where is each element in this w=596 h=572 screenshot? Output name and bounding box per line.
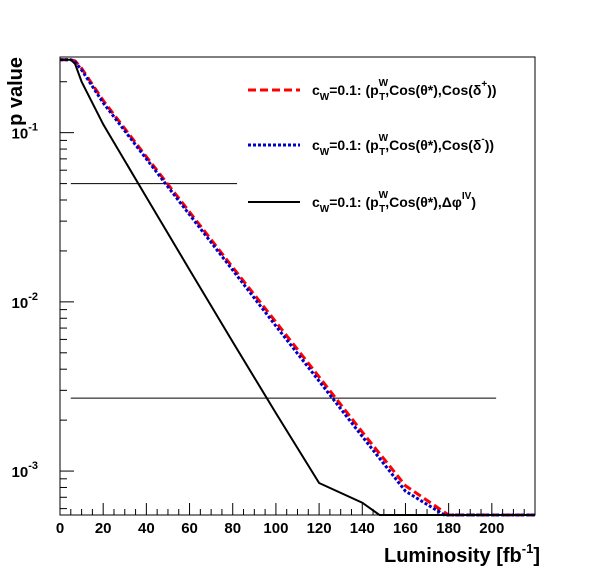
x-tick-label: 60 — [181, 520, 198, 537]
legend-label-2: cW=0.1: (pW T,Cos(θ*),Cos(δ-)) — [312, 133, 494, 158]
x-tick-label: 140 — [350, 520, 375, 537]
legend-label-part: ) — [471, 194, 476, 210]
legend-label-part: =0.1: (p — [329, 82, 378, 98]
legend-label-part: ,Cos(θ*),Δφ — [385, 194, 462, 210]
legend-label-part: =0.1: (p — [329, 137, 378, 153]
legend-label-part: c — [312, 194, 320, 210]
legend-label-sub: T — [379, 147, 385, 158]
legend-label-sub: W — [320, 92, 330, 103]
legend-label-sup: - — [481, 134, 484, 145]
y-tick-label: 10-2 — [12, 291, 38, 312]
y-tick-label: 10-3 — [12, 460, 38, 481]
legend-label-part: ,Cos(θ*),Cos(δ — [385, 82, 481, 98]
y-tick-exponent: -1 — [28, 122, 38, 134]
legend-label-sup: W — [379, 190, 389, 201]
legend-label-sup: IV — [462, 191, 472, 202]
x-tick-label: 200 — [479, 520, 504, 537]
x-axis-title-text: Luminosity [fb — [384, 545, 522, 567]
legend-label-part: ,Cos(θ*),Cos(δ — [385, 137, 481, 153]
x-tick-label: 40 — [138, 520, 155, 537]
legend-label-sub: T — [379, 92, 385, 103]
y-axis-title: p value — [5, 57, 27, 126]
y-tick-exponent: -3 — [28, 460, 38, 472]
x-tick-label: 160 — [393, 520, 418, 537]
legend-label-sup: W — [379, 78, 389, 89]
legend-label-part: =0.1: (p — [329, 194, 378, 210]
x-axis-title: Luminosity [fb-1] — [384, 541, 540, 567]
x-tick-label: 120 — [307, 520, 332, 537]
x-tick-label: 180 — [436, 520, 461, 537]
series-line-2 — [60, 58, 535, 517]
y-tick-base: 10 — [12, 295, 29, 312]
legend-label-sup: W — [379, 133, 389, 144]
x-tick-label: 80 — [224, 520, 241, 537]
legend-label-part: c — [312, 82, 320, 98]
x-axis-title-sup: -1 — [522, 541, 534, 556]
y-tick-exponent: -2 — [28, 291, 38, 303]
x-tick-label: 20 — [95, 520, 112, 537]
legend-label-sup: + — [481, 79, 487, 90]
legend-label-sub: W — [320, 204, 330, 215]
y-tick-base: 10 — [12, 126, 29, 143]
legend-label-sub: T — [379, 204, 385, 215]
y-tick-label: 10-1 — [12, 122, 38, 143]
series-line-3 — [60, 58, 535, 516]
y-tick-base: 10 — [12, 464, 29, 481]
x-axis-title-end: ] — [533, 545, 540, 567]
legend-label-3: cW=0.1: (pW T,Cos(θ*),ΔφIV) — [312, 190, 476, 215]
legend-label-part: c — [312, 137, 320, 153]
legend-label-part: )) — [485, 137, 494, 153]
legend-label-1: cW=0.1: (pW T,Cos(θ*),Cos(δ+)) — [312, 78, 497, 103]
legend-label-sub: W — [320, 147, 330, 158]
x-tick-label: 0 — [56, 520, 64, 537]
legend-label-part: )) — [487, 82, 496, 98]
x-tick-label: 100 — [263, 520, 288, 537]
